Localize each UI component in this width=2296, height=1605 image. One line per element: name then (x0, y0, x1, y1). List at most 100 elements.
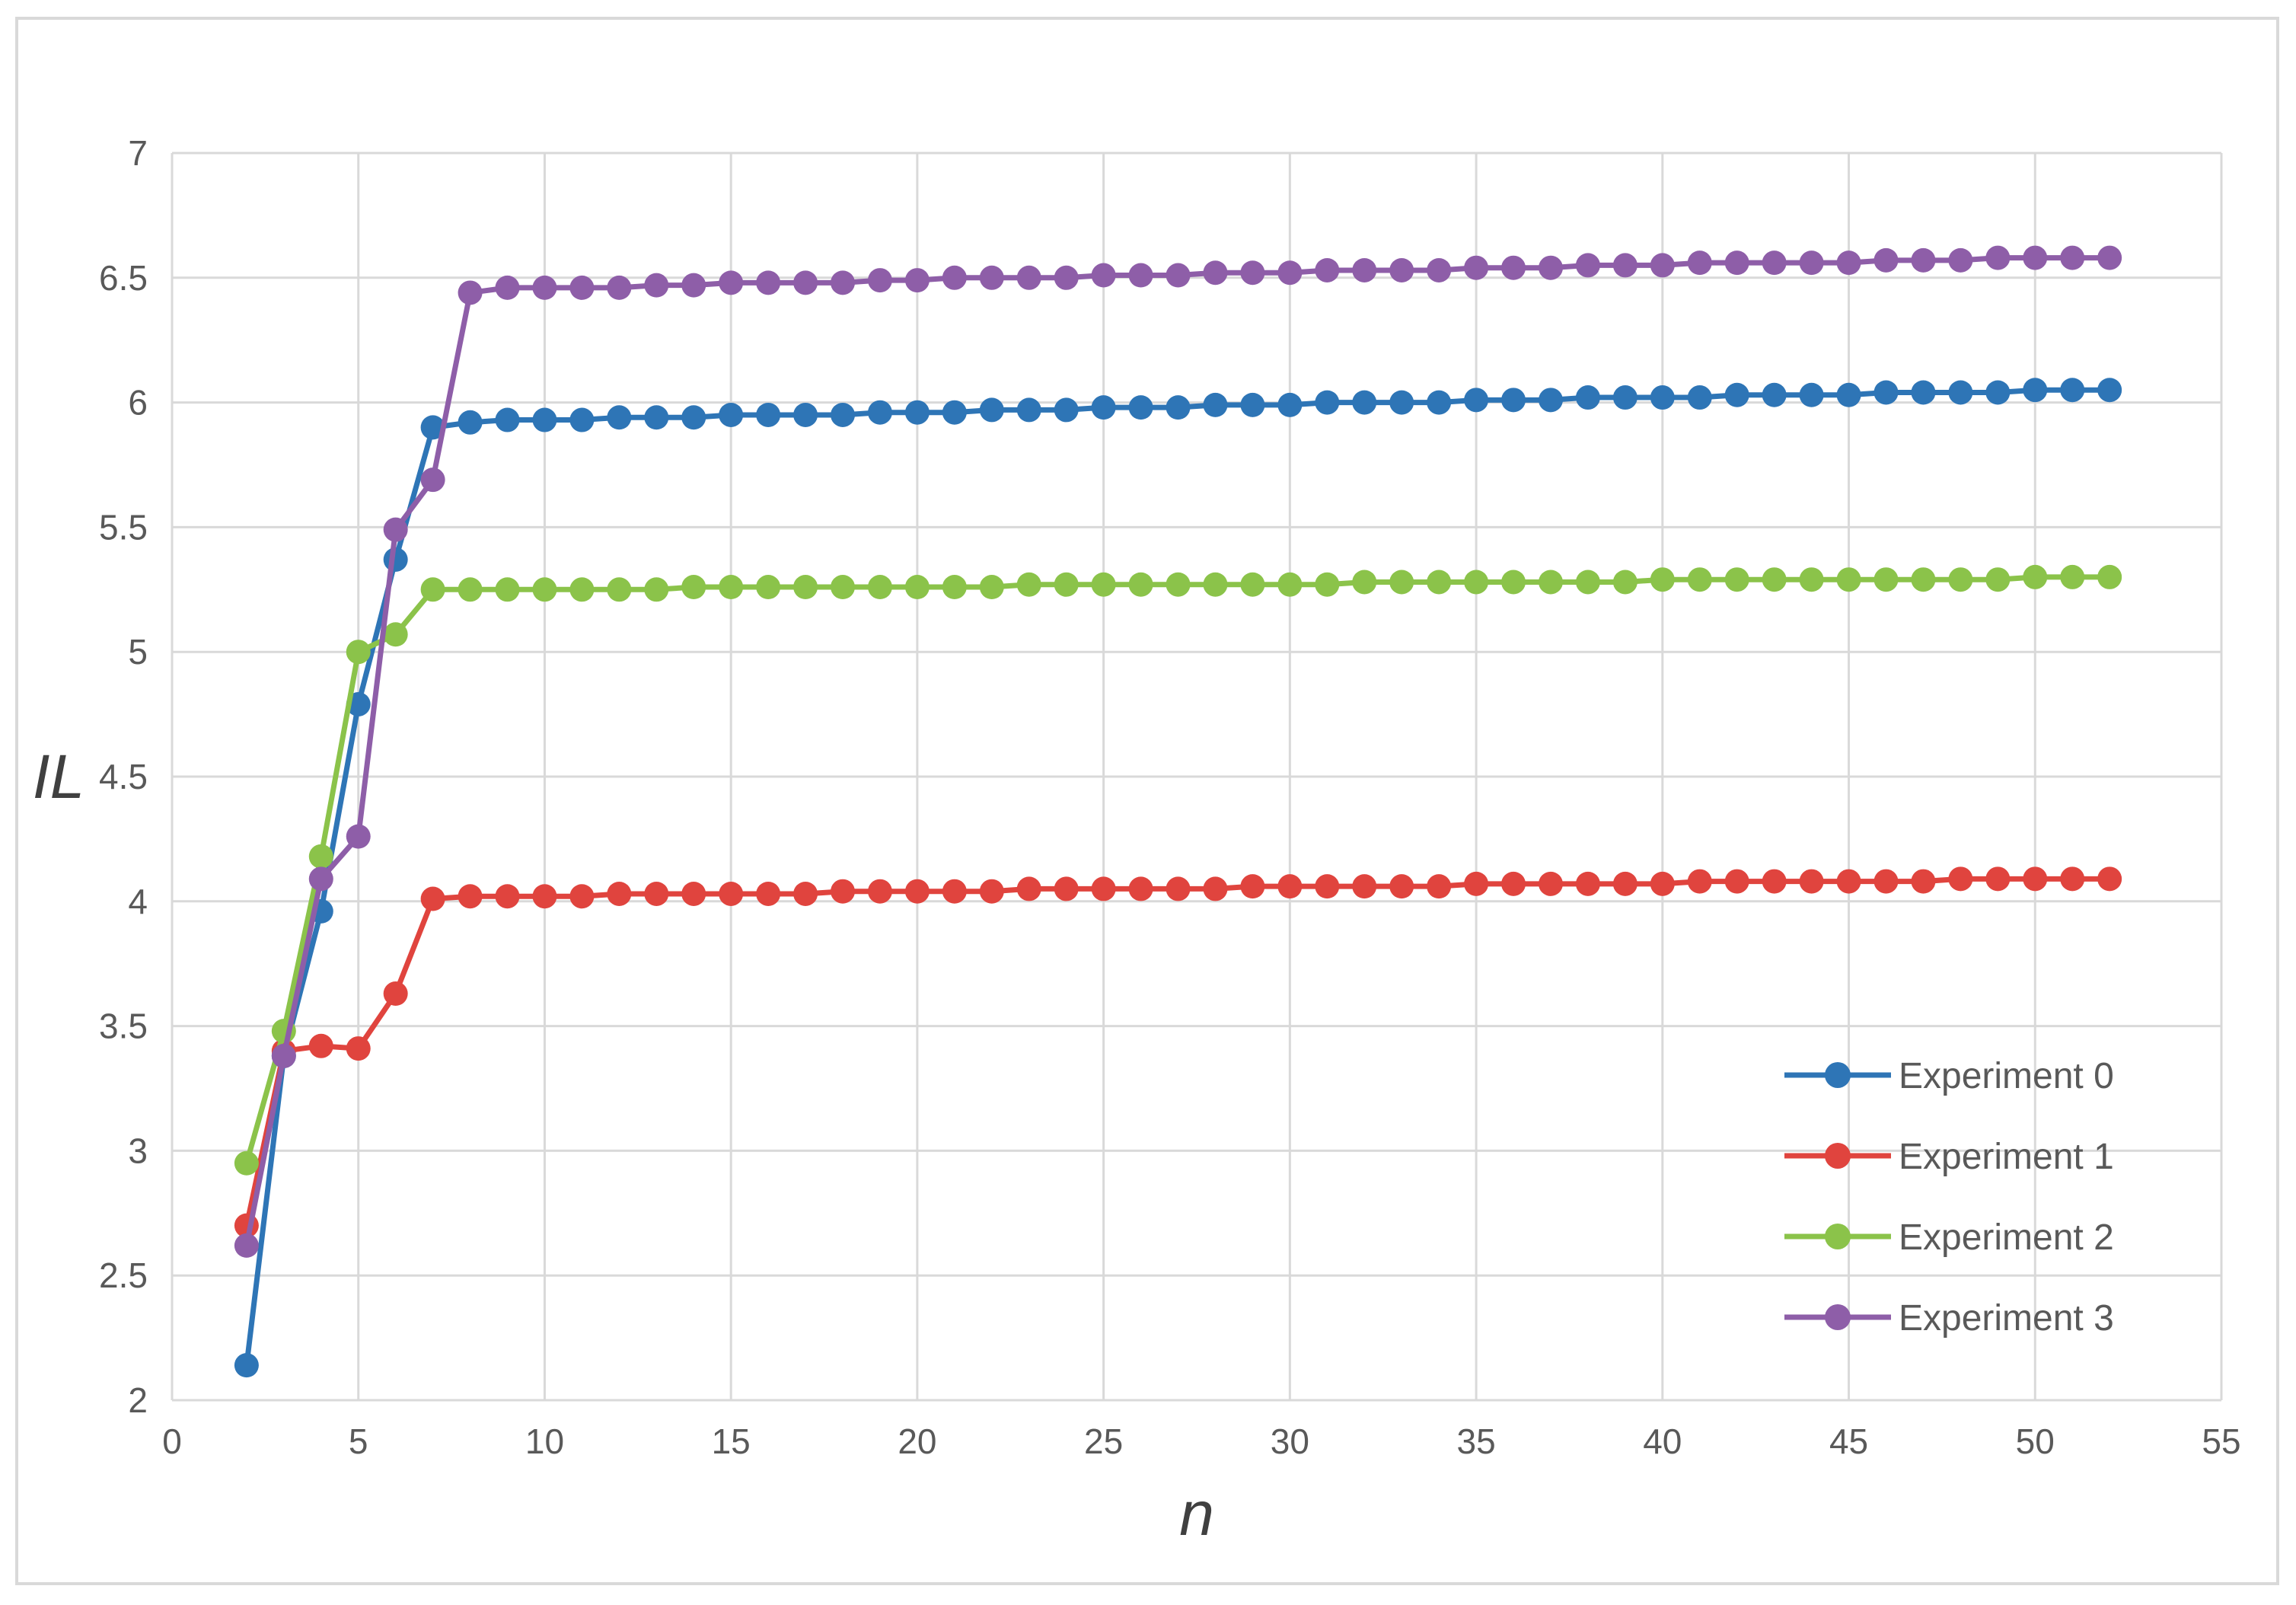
data-point (1650, 385, 1675, 410)
data-point (1948, 866, 1973, 892)
data-point (308, 844, 333, 869)
data-point (979, 265, 1004, 290)
data-point (831, 575, 856, 600)
data-point (1203, 876, 1228, 901)
data-point (1389, 874, 1414, 899)
y-tick-label: 7 (128, 133, 148, 173)
data-point (1464, 871, 1489, 896)
data-point (234, 1353, 259, 1378)
data-point (1166, 263, 1191, 288)
legend-item: Experiment 1 (1784, 1137, 2114, 1177)
data-point (942, 265, 967, 290)
data-point (719, 402, 744, 427)
data-point (458, 410, 483, 435)
data-point (420, 886, 445, 911)
data-point (383, 622, 408, 647)
data-point (1873, 247, 1899, 273)
data-point (1724, 869, 1749, 894)
data-point (569, 407, 595, 432)
legend: Experiment 0 Experiment 1 Experiment 2 Expe… (1784, 1056, 2114, 1339)
data-point (495, 577, 520, 602)
data-point (532, 884, 557, 909)
data-point (1427, 390, 1452, 415)
x-tick-label: 20 (898, 1422, 936, 1461)
data-point (1911, 567, 1936, 592)
data-point (1128, 395, 1153, 420)
data-point (420, 467, 445, 493)
legend-label: Experiment 3 (1899, 1298, 2114, 1339)
data-point (1315, 390, 1340, 415)
y-tick-label: 4.5 (99, 757, 148, 796)
y-tick-label: 2.5 (99, 1256, 148, 1295)
x-tick-label: 50 (2016, 1422, 2055, 1461)
data-point (1240, 874, 1265, 899)
data-point (1687, 250, 1712, 276)
data-point (1501, 871, 1526, 896)
data-point (1203, 572, 1228, 597)
data-point (1687, 385, 1712, 410)
data-point (756, 402, 781, 427)
y-axis-title: IL (33, 742, 85, 812)
series-lines (234, 245, 2122, 1378)
data-point (1948, 567, 1973, 592)
data-point (719, 881, 744, 906)
data-point (2060, 866, 2085, 892)
data-point (2097, 564, 2122, 589)
legend-swatch-marker (1825, 1143, 1851, 1169)
data-point (1575, 570, 1600, 595)
data-point (458, 577, 483, 602)
data-point (1240, 572, 1265, 597)
data-point (1799, 567, 1824, 592)
data-point (495, 884, 520, 909)
data-point (1538, 255, 1563, 280)
line-chart: 2 2.5 3 3.5 4 4.5 5 5.5 6 6.5 7 0 5 10 15 20 25 30 35 40 45 5… (33, 133, 2241, 1549)
data-point (979, 397, 1004, 423)
data-point (1575, 871, 1600, 896)
data-point (420, 415, 445, 440)
data-point (1501, 255, 1526, 280)
data-point (1687, 869, 1712, 894)
data-point (942, 400, 967, 425)
data-point (867, 879, 892, 904)
data-point (2097, 245, 2122, 270)
x-axis-title: n (1179, 1479, 1214, 1549)
data-point (2023, 245, 2048, 270)
data-point (756, 881, 781, 906)
data-point (1352, 257, 1377, 282)
data-point (1836, 567, 1861, 592)
data-point (308, 1033, 333, 1058)
y-tick-label: 3 (128, 1131, 148, 1170)
data-point (1128, 876, 1153, 901)
data-point (979, 575, 1004, 600)
data-point (2060, 564, 2085, 589)
data-point (1538, 388, 1563, 413)
data-point (1277, 260, 1303, 286)
data-point (1836, 869, 1861, 894)
data-point (1575, 253, 1600, 278)
data-point (607, 275, 632, 300)
y-tick-label: 3.5 (99, 1007, 148, 1046)
data-point (569, 275, 595, 300)
legend-label: Experiment 1 (1899, 1137, 2114, 1177)
x-tick-label: 35 (1457, 1422, 1496, 1461)
data-point (346, 640, 371, 665)
data-point (942, 879, 967, 904)
data-point (1427, 874, 1452, 899)
data-point (346, 824, 371, 849)
data-point (1724, 250, 1749, 276)
x-tick-label: 25 (1084, 1422, 1123, 1461)
legend-item: Experiment 2 (1784, 1217, 2114, 1258)
data-point (383, 517, 408, 542)
data-point (793, 575, 818, 600)
data-point (681, 273, 706, 298)
data-point (458, 884, 483, 909)
data-point (1985, 567, 2011, 592)
data-point (644, 881, 669, 906)
data-point (1724, 567, 1749, 592)
data-point (1501, 388, 1526, 413)
data-point (831, 270, 856, 295)
data-point (793, 270, 818, 295)
data-point (2023, 378, 2048, 403)
data-point (1911, 869, 1936, 894)
series-line (244, 876, 2110, 1227)
